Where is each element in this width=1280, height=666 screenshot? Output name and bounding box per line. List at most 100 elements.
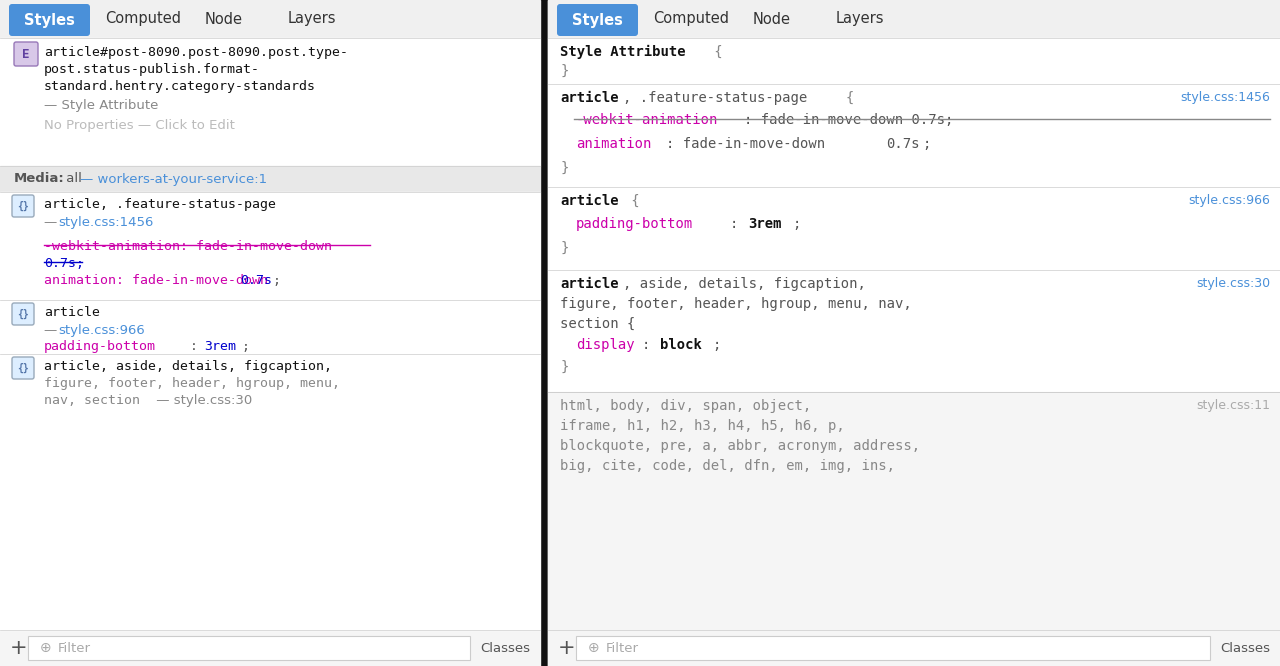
Text: article, aside, details, figcaption,: article, aside, details, figcaption, [44, 360, 332, 373]
Text: {}: {} [17, 309, 29, 319]
Text: padding-bottom: padding-bottom [576, 217, 694, 231]
Text: article#post-8090.post-8090.post.type-: article#post-8090.post-8090.post.type- [44, 46, 348, 59]
Text: —: — [44, 216, 61, 229]
Text: Filter: Filter [605, 641, 639, 655]
Bar [0, 166, 540, 192]
Text: figure, footer, header, hgroup, menu, nav,: figure, footer, header, hgroup, menu, na… [561, 297, 911, 311]
Bar [0, 38, 540, 166]
Text: — Style Attribute: — Style Attribute [44, 99, 159, 112]
Bar [0, 0, 540, 666]
Text: Style Attribute: Style Attribute [561, 45, 686, 59]
Text: animation: animation [576, 137, 652, 151]
Text: ⊕: ⊕ [40, 641, 51, 655]
Text: Node: Node [753, 11, 791, 27]
Text: big, cite, code, del, dfn, em, img, ins,: big, cite, code, del, dfn, em, img, ins, [561, 459, 895, 473]
Text: Computed: Computed [105, 11, 180, 27]
Text: {}: {} [17, 363, 29, 373]
Bar [28, 636, 470, 660]
Text: -webkit-animation: -webkit-animation [576, 113, 718, 127]
Text: 3rem: 3rem [204, 340, 236, 353]
Text: }: } [561, 161, 568, 175]
Text: html, body, div, span, object,: html, body, div, span, object, [561, 399, 812, 413]
Text: style.css:11: style.css:11 [1196, 399, 1270, 412]
Text: +: + [558, 638, 576, 658]
Text: Computed: Computed [653, 11, 730, 27]
FancyBboxPatch shape [12, 303, 35, 325]
Text: {}: {} [17, 201, 29, 211]
Text: style.css:30: style.css:30 [1196, 277, 1270, 290]
Bar [576, 636, 1210, 660]
Text: style.css:1456: style.css:1456 [58, 216, 154, 229]
Bar [0, 192, 540, 300]
Text: -webkit-animation: fade-in-move-down: -webkit-animation: fade-in-move-down [44, 240, 332, 253]
Text: style.css:966: style.css:966 [1188, 194, 1270, 207]
Text: section {: section { [561, 317, 635, 331]
Text: {: { [623, 194, 640, 208]
Bar [0, 300, 540, 354]
Text: ;: ; [922, 137, 931, 151]
Text: Layers: Layers [288, 11, 337, 27]
Text: 0.7s;: 0.7s; [44, 257, 84, 270]
Text: standard.hentry.category-standards: standard.hentry.category-standards [44, 80, 316, 93]
Text: ⊕: ⊕ [589, 641, 600, 655]
Text: block: block [660, 338, 701, 352]
FancyBboxPatch shape [557, 4, 637, 36]
Bar [548, 84, 1280, 187]
Text: 0.7s: 0.7s [241, 274, 273, 287]
Text: — workers-at-your-service:1: — workers-at-your-service:1 [79, 172, 268, 186]
FancyBboxPatch shape [12, 195, 35, 217]
Text: iframe, h1, h2, h3, h4, h5, h6, p,: iframe, h1, h2, h3, h4, h5, h6, p, [561, 419, 845, 433]
Text: article: article [44, 306, 100, 319]
Text: article, .feature-status-page: article, .feature-status-page [44, 198, 276, 211]
Text: }: } [561, 360, 568, 374]
FancyBboxPatch shape [14, 42, 38, 66]
Text: {: { [846, 91, 854, 105]
Bar [548, 392, 1280, 630]
Text: Node: Node [205, 11, 243, 27]
Text: ;: ; [792, 217, 800, 231]
Bar [548, 270, 1280, 392]
Text: all: all [61, 172, 86, 186]
Text: , .feature-status-page: , .feature-status-page [623, 91, 815, 105]
Bar [0, 630, 540, 666]
FancyBboxPatch shape [9, 4, 90, 36]
Bar [548, 0, 1280, 38]
Bar [548, 38, 1280, 84]
Text: ;: ; [273, 274, 280, 287]
Text: : fade-in-move-down: : fade-in-move-down [666, 137, 833, 151]
Text: : fade-in-move-down 0.7s;: : fade-in-move-down 0.7s; [744, 113, 954, 127]
Text: post.status-publish.format-: post.status-publish.format- [44, 63, 260, 76]
Text: style.css:1456: style.css:1456 [1180, 91, 1270, 104]
Text: nav, section: nav, section [44, 394, 140, 407]
Text: padding-bottom: padding-bottom [44, 340, 156, 353]
Text: article: article [561, 91, 618, 105]
Bar [0, 354, 540, 630]
Text: 0.7s: 0.7s [886, 137, 919, 151]
Text: Media:: Media: [14, 172, 65, 186]
Text: animation: fade-in-move-down: animation: fade-in-move-down [44, 274, 276, 287]
Text: display: display [576, 338, 635, 352]
Text: Classes: Classes [480, 641, 530, 655]
Text: ;: ; [712, 338, 721, 352]
Text: :: : [189, 340, 206, 353]
Text: style.css:966: style.css:966 [58, 324, 145, 337]
Text: }: } [561, 241, 568, 255]
Text: — style.css:30: — style.css:30 [152, 394, 252, 407]
Text: :: : [730, 217, 746, 231]
Text: figure, footer, header, hgroup, menu,: figure, footer, header, hgroup, menu, [44, 377, 340, 390]
Text: article: article [561, 277, 618, 291]
Bar [540, 0, 548, 666]
Text: +: + [10, 638, 28, 658]
Text: —: — [44, 324, 61, 337]
Text: {: { [707, 45, 723, 59]
Text: Classes: Classes [1220, 641, 1270, 655]
Bar [548, 187, 1280, 270]
Bar [548, 0, 1280, 666]
Text: Layers: Layers [836, 11, 884, 27]
Text: Styles: Styles [24, 13, 76, 27]
Text: No Properties — Click to Edit: No Properties — Click to Edit [44, 119, 234, 132]
Text: Styles: Styles [572, 13, 623, 27]
Text: 3rem: 3rem [748, 217, 782, 231]
Text: article: article [561, 194, 618, 208]
Text: Filter: Filter [58, 641, 91, 655]
